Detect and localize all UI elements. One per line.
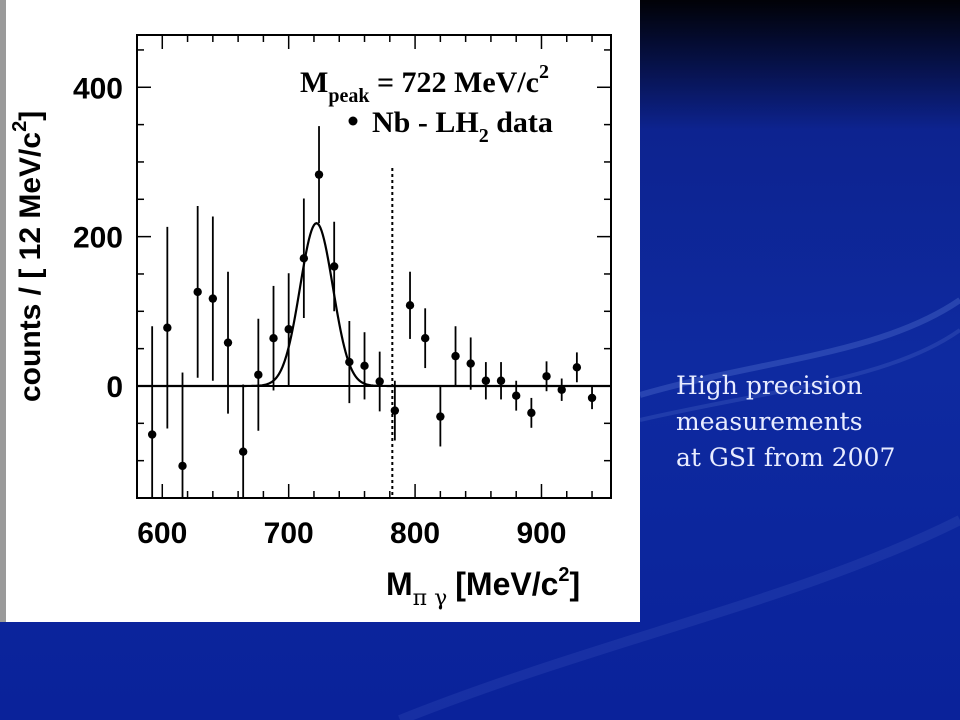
legend-series-main: Nb - LH — [372, 106, 479, 139]
data-point — [208, 294, 218, 303]
legend-peak-main: M — [300, 66, 328, 99]
data-point — [178, 461, 187, 471]
legend-series-end: data — [489, 106, 553, 139]
data-point — [512, 391, 521, 400]
data-point — [345, 357, 354, 367]
data-point — [451, 351, 460, 361]
x-axis-label-unit: [MeV/c — [455, 566, 558, 602]
y-axis-label: counts / [ 12 MeV/c2] — [9, 111, 47, 402]
data-point — [238, 447, 248, 456]
y-tick-label: 200 — [73, 222, 123, 255]
data-point — [587, 393, 597, 403]
legend-peak-sub: peak — [328, 85, 370, 107]
data-point — [254, 370, 263, 379]
y-tick-label: 400 — [73, 72, 123, 105]
x-tick-label: 800 — [390, 517, 440, 550]
gaussian-fit-curve — [137, 222, 611, 388]
legend-marker — [348, 116, 358, 126]
legend-peak-value: = 722 MeV/c — [369, 66, 539, 99]
x-tick-label: 600 — [137, 517, 187, 550]
caption-line-2: measurements — [676, 407, 863, 436]
data-point — [360, 361, 369, 371]
data-point — [329, 262, 339, 271]
data-point — [572, 363, 582, 372]
plot-frame — [136, 34, 612, 499]
data-point — [481, 376, 491, 385]
y-axis-label-end: ] — [14, 111, 47, 121]
data-point — [436, 412, 445, 421]
legend-series-label: Nb - LH2 data — [372, 106, 553, 147]
data-point — [496, 376, 506, 385]
data-point — [542, 372, 551, 381]
x-tick-label: 700 — [264, 517, 314, 550]
data-point — [390, 406, 400, 415]
data-point — [466, 359, 475, 368]
data-point — [299, 254, 309, 263]
y-axis-label-sup: 2 — [9, 121, 31, 132]
data-point — [405, 301, 415, 310]
data-point — [314, 170, 324, 179]
x-tick-label: 900 — [516, 517, 566, 550]
data-point — [557, 385, 566, 394]
legend-peak-label: Mpeak = 722 MeV/c2 — [300, 61, 549, 107]
caption-line-3: at GSI from 2007 — [676, 443, 896, 472]
data-point — [147, 430, 157, 439]
x-axis-label-sup: 2 — [558, 564, 569, 586]
figure-border — [0, 0, 6, 622]
data-point — [193, 287, 202, 297]
x-axis-label-main: M — [386, 566, 413, 602]
data-point — [375, 377, 384, 386]
data-point — [420, 333, 430, 343]
legend-series-sub: 2 — [479, 125, 489, 147]
data-point — [527, 408, 536, 418]
data-point — [269, 333, 278, 343]
data-point — [284, 325, 293, 334]
data-point — [163, 323, 172, 332]
data-point — [223, 338, 233, 347]
x-axis-label-sub: π γ — [413, 586, 448, 611]
legend-peak-sup: 2 — [539, 61, 549, 83]
x-axis-label-end: ] — [570, 566, 581, 602]
x-axis-label: Mπ γ [MeV/c2] — [386, 564, 580, 611]
slide-caption: High precision measurements at GSI from … — [676, 368, 946, 476]
y-tick-label: 0 — [106, 371, 123, 404]
caption-line-1: High precision — [676, 371, 863, 400]
y-axis-label-main: counts / [ 12 MeV/c — [14, 132, 47, 402]
figure-panel: 0 200 400 600 700 800 900 Mpeak = 722 MeV/c2 … — [0, 0, 640, 622]
